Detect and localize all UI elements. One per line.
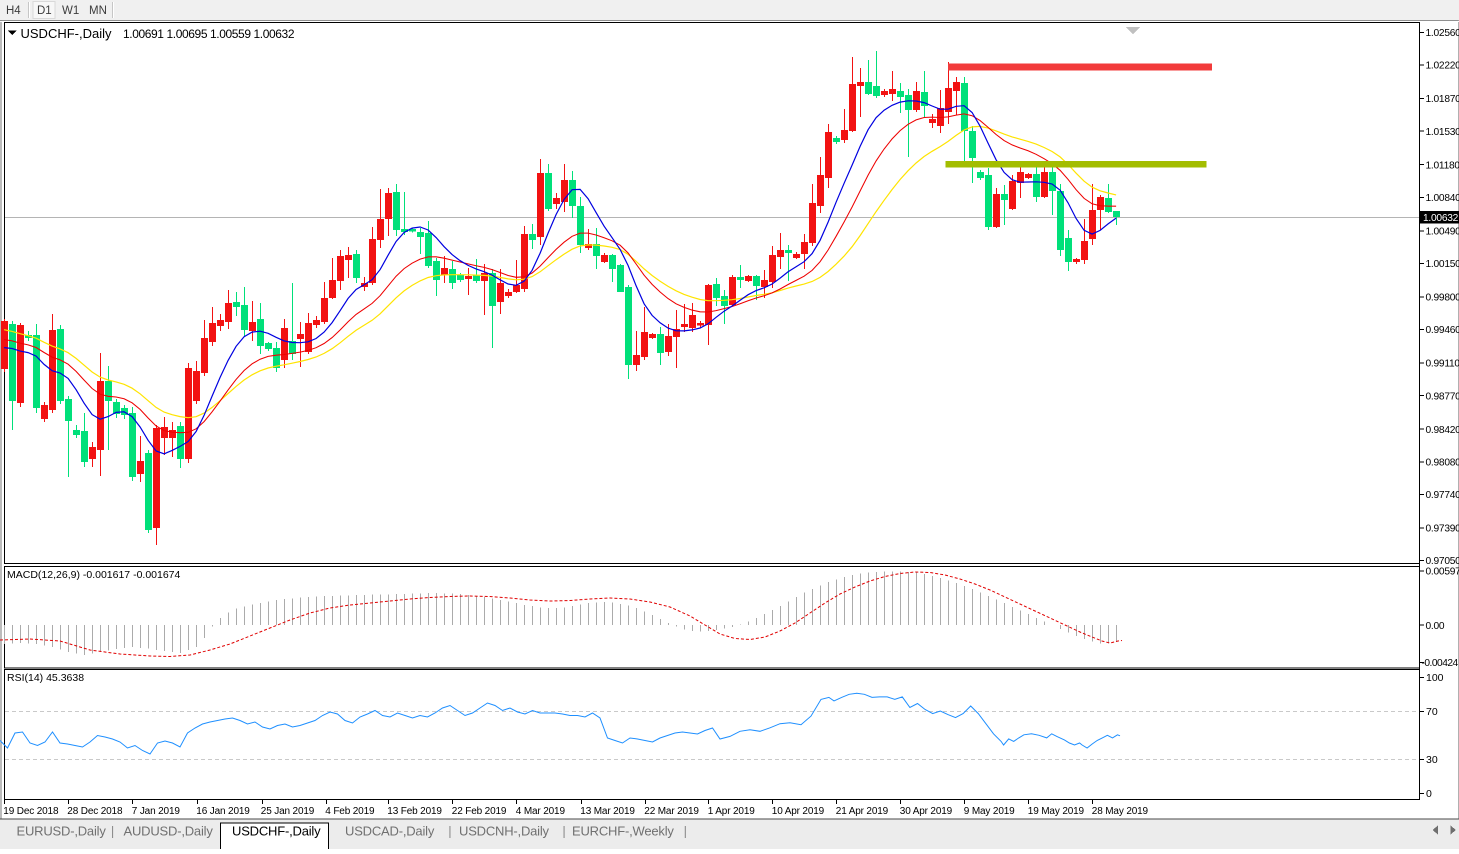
svg-text:1.01870: 1.01870 <box>1426 94 1459 105</box>
svg-text:0.97050: 0.97050 <box>1426 556 1459 567</box>
svg-text:13 Feb 2019: 13 Feb 2019 <box>387 806 442 817</box>
svg-text:19 May 2019: 19 May 2019 <box>1028 806 1085 817</box>
svg-text:0.99110: 0.99110 <box>1426 359 1459 370</box>
svg-text:1.02220: 1.02220 <box>1426 61 1459 72</box>
svg-text:10 Apr 2019: 10 Apr 2019 <box>772 806 825 817</box>
svg-text:1.00691 1.00695 1.00559 1.0063: 1.00691 1.00695 1.00559 1.00632 <box>123 27 295 41</box>
svg-text:EURUSD-,Daily: EURUSD-,Daily <box>17 824 107 839</box>
svg-text:1.01180: 1.01180 <box>1426 160 1459 171</box>
svg-text:30: 30 <box>1426 754 1438 766</box>
svg-text:0.99800: 0.99800 <box>1426 293 1459 304</box>
svg-text:USDCHF-,Daily: USDCHF-,Daily <box>21 26 113 41</box>
svg-text:22 Mar 2019: 22 Mar 2019 <box>644 806 699 817</box>
svg-text:1 Apr 2019: 1 Apr 2019 <box>708 806 755 817</box>
svg-text:7 Jan 2019: 7 Jan 2019 <box>132 806 181 817</box>
svg-text:MN: MN <box>89 5 107 17</box>
svg-text:70: 70 <box>1426 706 1438 718</box>
svg-text:0.00: 0.00 <box>1426 621 1445 632</box>
svg-text:|: | <box>448 824 451 839</box>
svg-text:25 Jan 2019: 25 Jan 2019 <box>261 806 315 817</box>
svg-text:W1: W1 <box>62 5 79 17</box>
svg-text:MACD(12,26,9) -0.001617 -0.001: MACD(12,26,9) -0.001617 -0.001674 <box>7 569 181 581</box>
svg-text:D1: D1 <box>37 5 52 17</box>
svg-text:0: 0 <box>1426 788 1432 800</box>
svg-text:EURCHF-,Weekly: EURCHF-,Weekly <box>572 824 674 839</box>
svg-text:RSI(14) 45.3638: RSI(14) 45.3638 <box>7 672 84 684</box>
svg-text:0.98080: 0.98080 <box>1426 457 1459 468</box>
svg-text:|: | <box>684 824 687 839</box>
svg-text:-0.00424: -0.00424 <box>1422 658 1459 669</box>
svg-text:100: 100 <box>1426 672 1444 684</box>
svg-text:1.01530: 1.01530 <box>1426 127 1459 138</box>
svg-text:0.98420: 0.98420 <box>1426 425 1459 436</box>
svg-text:28 Dec 2018: 28 Dec 2018 <box>67 806 123 817</box>
svg-text:4 Feb 2019: 4 Feb 2019 <box>325 806 375 817</box>
svg-text:1.00632: 1.00632 <box>1423 213 1459 224</box>
svg-text:4 Mar 2019: 4 Mar 2019 <box>516 806 566 817</box>
svg-text:13 Mar 2019: 13 Mar 2019 <box>580 806 635 817</box>
svg-text:16 Jan 2019: 16 Jan 2019 <box>196 806 250 817</box>
svg-text:USDCNH-,Daily: USDCNH-,Daily <box>459 824 550 839</box>
svg-text:USDCAD-,Daily: USDCAD-,Daily <box>345 824 435 839</box>
svg-text:0.00597: 0.00597 <box>1426 567 1459 578</box>
svg-text:1.02560: 1.02560 <box>1426 28 1459 39</box>
svg-text:9 May 2019: 9 May 2019 <box>964 806 1015 817</box>
svg-text:H4: H4 <box>6 5 21 17</box>
svg-text:USDCHF-,Daily: USDCHF-,Daily <box>232 824 321 839</box>
svg-text:0.98770: 0.98770 <box>1426 391 1459 402</box>
svg-text:|: | <box>111 824 114 839</box>
svg-text:1.00150: 1.00150 <box>1426 259 1459 270</box>
svg-text:1.00840: 1.00840 <box>1426 193 1459 204</box>
svg-text:21 Apr 2019: 21 Apr 2019 <box>836 806 889 817</box>
svg-text:0.99460: 0.99460 <box>1426 325 1459 336</box>
svg-text:19 Dec 2018: 19 Dec 2018 <box>3 806 59 817</box>
svg-text:30 Apr 2019: 30 Apr 2019 <box>900 806 953 817</box>
svg-text:0.97390: 0.97390 <box>1426 524 1459 535</box>
svg-text:22 Feb 2019: 22 Feb 2019 <box>452 806 507 817</box>
svg-text:28 May 2019: 28 May 2019 <box>1092 806 1149 817</box>
svg-text:AUDUSD-,Daily: AUDUSD-,Daily <box>124 824 214 839</box>
svg-text:1.00490: 1.00490 <box>1426 226 1459 237</box>
svg-text:|: | <box>562 824 565 839</box>
svg-text:0.97740: 0.97740 <box>1426 490 1459 501</box>
